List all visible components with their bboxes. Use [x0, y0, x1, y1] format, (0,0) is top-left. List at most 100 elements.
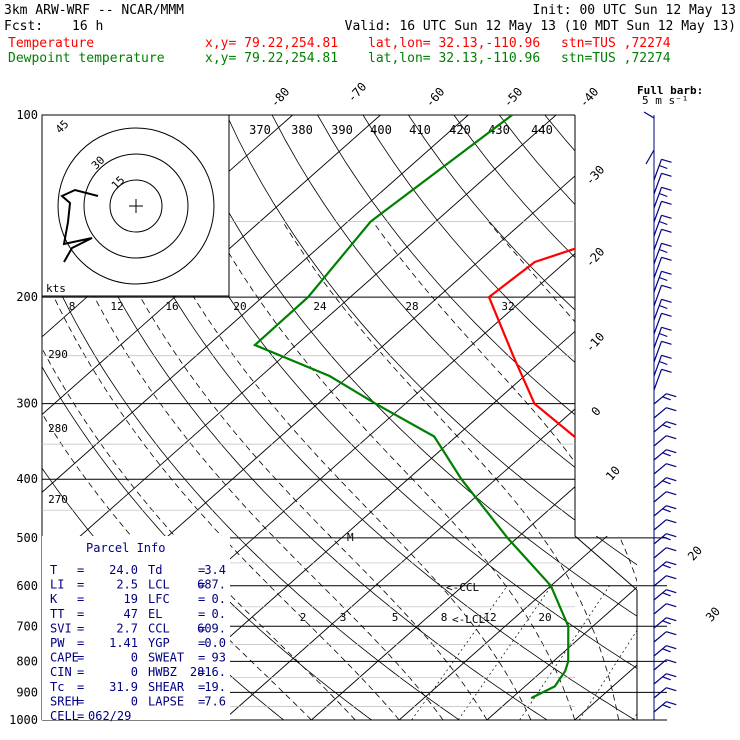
sounding-curves [252, 115, 575, 700]
wind-barb-half-10 [659, 304, 668, 310]
wind-barbs: Full barb: 5 m s⁻¹ [637, 84, 703, 720]
parcel-value2-2: 0. [212, 592, 226, 606]
wind-barb-staff-16 [653, 393, 667, 405]
parcel-key-2: K [50, 592, 58, 606]
wind-barb-staff-18 [653, 421, 667, 433]
wind-barb-flag-27 [666, 547, 677, 552]
parcel-key2-9: LAPSE [148, 694, 184, 708]
parcel-value2-7: 2816. [190, 665, 226, 679]
dry-adiabat-400 [589, 115, 637, 720]
parcel-value-3: 47 [124, 607, 138, 621]
pressure-label-200: 200 [16, 290, 38, 304]
parcel-value2-5: 0.0 [204, 636, 226, 650]
dry-adiabat-380 [498, 115, 637, 720]
hodograph-speed-label-28: 28 [405, 300, 418, 313]
hodograph-ring-outer [57, 127, 215, 285]
wind-barb-flag-14 [661, 354, 672, 359]
wind-barb-staff-21 [653, 463, 667, 475]
parcel-key2-2: LFC [148, 592, 170, 606]
parcel-value-4: 2.7 [116, 621, 138, 635]
wind-barb-staff-25 [653, 519, 667, 531]
wind-barb-half-8 [659, 276, 668, 282]
wind-barb-staff-17 [653, 407, 667, 419]
isotherm-label-4: -40 [577, 85, 602, 110]
wind-barb-staff-12 [653, 327, 663, 349]
pressure-label-1000: 1000 [9, 713, 38, 727]
legend-temperature-latlon: lat,lon= 32.13,-110.96 [368, 36, 540, 51]
parcel-key2-7: HWBZ [148, 665, 177, 679]
theta-label-440: 440 [531, 123, 553, 137]
wind-barb-staff-20 [653, 449, 667, 461]
mixing-label-12: 12 [483, 611, 496, 624]
isotherm-0 [486, 115, 637, 720]
wind-barb-staff-26 [653, 533, 667, 545]
wind-barb-flag-20 [666, 449, 677, 454]
theta-side-label-290: 290 [48, 348, 68, 361]
wind-barb-half-0 [659, 164, 668, 170]
parcel-value-2: 19 [124, 592, 138, 606]
parcel-key-8: Tc [50, 680, 64, 694]
pressure-label-800: 800 [16, 654, 38, 668]
isotherm-label-0: -80 [268, 85, 293, 110]
wind-barb-flag-2 [661, 186, 672, 191]
isotherm--90 [42, 115, 381, 720]
wind-barb-flag-25 [666, 519, 677, 524]
parcel-eq2-5: = [198, 636, 205, 650]
wind-barb-half-26 [662, 536, 671, 541]
moist-adiabat--5 [60, 221, 444, 720]
mixing-ratio-labels: 2 3 5 8 12 20 [300, 611, 552, 624]
parcel-eq2-8: = [198, 680, 205, 694]
mixing-line-8 [578, 585, 637, 720]
mixing-line-3 [457, 585, 552, 720]
header-init: Init: 00 UTC Sun 12 May 13 [533, 3, 737, 18]
wind-barb-staff-22 [653, 477, 667, 489]
parcel-eq2-6: = [198, 651, 205, 665]
mixing-label-2: 2 [300, 611, 307, 624]
wind-barb-flag-29 [666, 575, 677, 580]
isotherm-label-3: -50 [501, 85, 526, 110]
wind-barb-staff-30 [653, 589, 667, 601]
parcel-value-0: 24.0 [109, 563, 138, 577]
moist-adiabat-20 [372, 221, 637, 720]
wind-barb-flag-3 [661, 200, 672, 205]
theta-side-label-270: 270 [48, 493, 68, 506]
parcel-value-9: 0 [131, 694, 138, 708]
legend-dewpoint-stn: stn=TUS ,72274 [561, 51, 671, 66]
wind-barb-half-6 [659, 248, 668, 254]
dry-adiabat-310 [180, 115, 637, 720]
parcel-eq2-3: = [198, 607, 205, 621]
parcel-eq2-7: = [198, 665, 205, 679]
hodograph-speed-labels: 8 12 16 20 24 28 32 [69, 300, 515, 313]
header-fcst-value: 16 h [72, 19, 103, 34]
parcel-value-10: 062/29 [88, 709, 131, 723]
dry-adiabat-390 [544, 115, 637, 720]
parcel-key-3: TT [50, 607, 64, 621]
isotherm-label-8: 0 [588, 404, 603, 419]
wind-barb-half-16 [662, 396, 671, 401]
isotherm-label-11: 30 [703, 604, 723, 624]
wind-barb-flag-10 [661, 298, 672, 303]
wind-barb-staff-13 [653, 341, 663, 363]
wind-barb-staff-27 [653, 547, 667, 559]
hodograph-speed-label-32: 32 [501, 300, 514, 313]
parcel-key2-0: Td [148, 563, 162, 577]
theta-label-370: 370 [249, 123, 271, 137]
hodograph: 45 30 15 kts [41, 114, 230, 297]
isotherm--70 [42, 115, 557, 720]
wind-barb-flag-7 [661, 256, 672, 261]
wind-barb-staff-35 [653, 659, 667, 671]
moist-adiabat-30 [635, 221, 637, 720]
parcel-key2-8: SHEAR [148, 680, 185, 694]
mixing-line-2 [411, 585, 508, 720]
wind-barb-staff-19 [653, 435, 667, 447]
isotherm--20 [311, 115, 637, 720]
parcel-key-7: CIN [50, 665, 72, 679]
parcel-eq-9: = [77, 694, 84, 708]
parcel-key-10: CELL [50, 709, 79, 723]
wind-barb-staff-9 [653, 285, 663, 307]
temperature-line [487, 247, 575, 439]
wind-barb-half-28 [662, 564, 671, 569]
wind-barb-flag-24 [666, 505, 677, 510]
parcel-value2-1: 687. [197, 578, 226, 592]
parcel-eq2-0: = [198, 563, 205, 577]
